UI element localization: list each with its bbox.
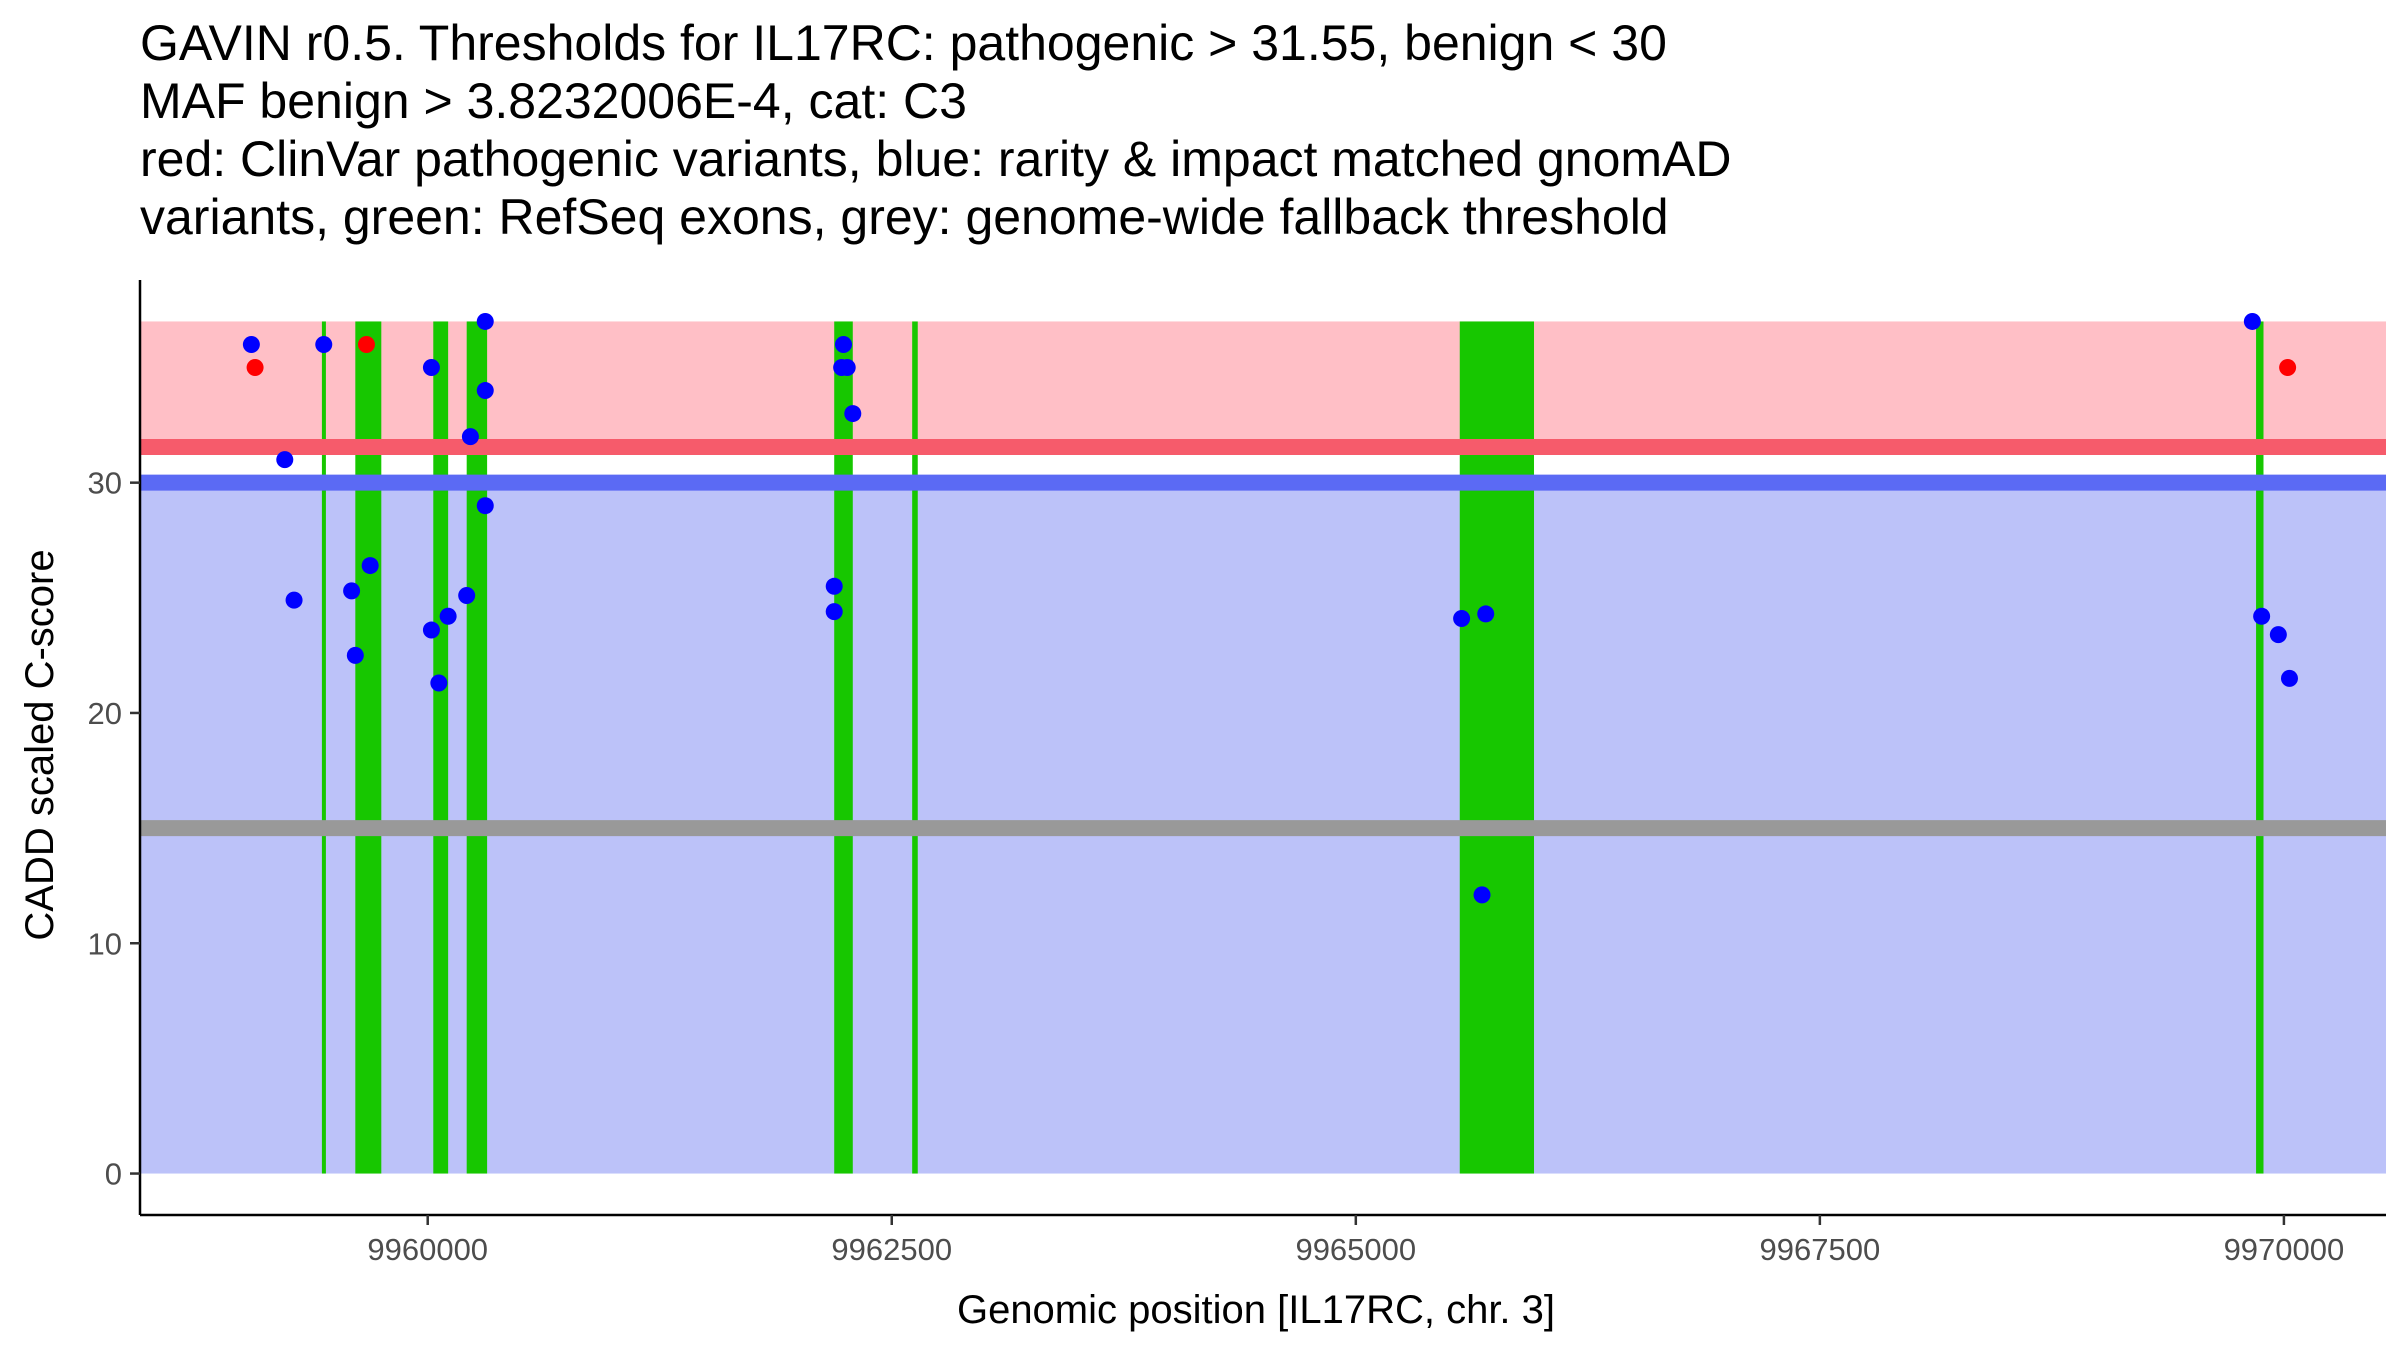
exon-layer — [321, 321, 2264, 1174]
gnomad-variant-point — [422, 621, 440, 639]
gnomad-variant-point — [2280, 669, 2298, 687]
gnomad-variant-point — [430, 674, 448, 692]
exon-bar — [321, 321, 326, 1174]
x-tick-label: 9970000 — [2224, 1232, 2345, 1267]
gnomad-variant-point — [1477, 605, 1495, 623]
axes: 9960000 9962500 9965000 9967500 9970000 0 10 20… — [88, 280, 2386, 1267]
y-tick-label: 30 — [88, 466, 122, 501]
gnomad-variant-point — [2269, 626, 2287, 644]
pathogenic-band — [140, 321, 2386, 447]
gnomad-variant-point — [2253, 607, 2271, 625]
gnomad-variant-point — [476, 382, 494, 400]
gnomad-variant-point — [315, 335, 333, 353]
gnomad-variant-point — [285, 591, 303, 609]
gnomad-variant-point — [276, 451, 294, 469]
title-line-2: MAF benign > 3.8232006E-4, cat: C3 — [140, 73, 967, 129]
gnomad-variant-point — [1473, 886, 1491, 904]
y-tick-label: 10 — [88, 926, 122, 961]
gnomad-variant-point — [844, 405, 862, 423]
y-tick-label: 0 — [105, 1157, 122, 1192]
exon-bar — [912, 321, 918, 1174]
exon-bar — [433, 321, 449, 1174]
exon-bar — [834, 321, 853, 1174]
gnomad-variant-point — [834, 335, 852, 353]
clinvar-pathogenic-point — [357, 335, 375, 353]
gnomad-variant-point — [242, 335, 260, 353]
gnomad-variant-point — [439, 607, 457, 625]
gnomad-variant-point — [361, 557, 379, 575]
exon-bar — [1459, 321, 1535, 1174]
y-tick-label: 20 — [88, 696, 122, 731]
gnomad-variant-point — [461, 428, 479, 446]
gnomad-variant-point — [458, 587, 476, 605]
x-tick-label: 9967500 — [1760, 1232, 1881, 1267]
gnomad-variant-point — [476, 497, 494, 515]
clinvar-pathogenic-point — [2279, 359, 2297, 377]
clinvar-pathogenic-point — [246, 359, 264, 377]
gnomad-variant-point — [825, 603, 843, 621]
exon-bar — [2256, 321, 2264, 1174]
gnomad-variant-point — [422, 359, 440, 377]
title-line-4: variants, green: RefSeq exons, grey: gen… — [140, 189, 1669, 245]
exon-bar — [466, 321, 488, 1174]
title-line-1: GAVIN r0.5. Thresholds for IL17RC: patho… — [140, 15, 1667, 71]
chart-title: GAVIN r0.5. Thresholds for IL17RC: patho… — [140, 14, 1731, 246]
gnomad-variant-point — [346, 646, 364, 664]
gnomad-variant-point — [476, 312, 494, 330]
variant-points — [242, 312, 2298, 904]
x-tick-label: 9965000 — [1295, 1232, 1416, 1267]
gnomad-variant-point — [1453, 610, 1471, 628]
y-axis-title: CADD scaled C-score — [18, 549, 62, 940]
title-line-3: red: ClinVar pathogenic variants, blue: … — [140, 131, 1732, 187]
x-tick-label: 9960000 — [367, 1232, 488, 1267]
gnomad-variant-point — [343, 582, 361, 600]
threshold-lines — [140, 438, 2386, 837]
x-tick-label: 9962500 — [831, 1232, 952, 1267]
x-axis-title: Genomic position [IL17RC, chr. 3] — [957, 1288, 1555, 1332]
gnomad-variant-point — [825, 577, 843, 595]
gnomad-variant-point — [838, 359, 856, 377]
exon-bar — [355, 321, 382, 1174]
gnomad-variant-point — [2243, 312, 2261, 330]
